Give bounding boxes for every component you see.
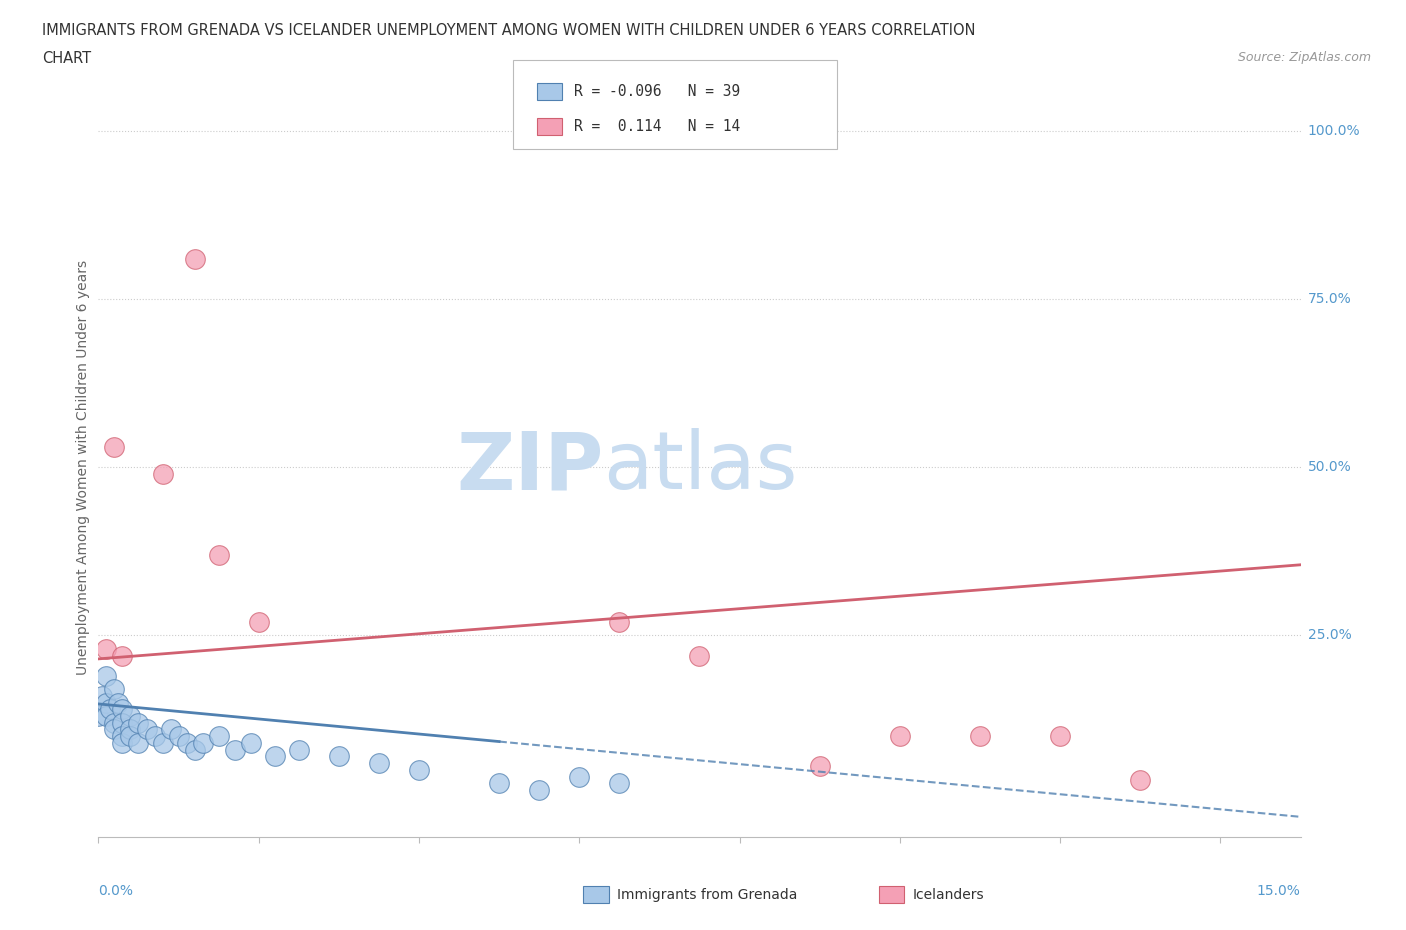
Text: ZIP: ZIP (456, 429, 603, 506)
Point (408, 763, 430, 777)
Point (159, 722, 181, 737)
Text: 25.0%: 25.0% (1308, 629, 1351, 643)
Text: R = -0.096   N = 39: R = -0.096 N = 39 (574, 84, 740, 99)
Point (120, 729, 142, 744)
Point (111, 715, 134, 730)
Point (135, 722, 157, 737)
Text: Source: ZipAtlas.com: Source: ZipAtlas.com (1237, 51, 1371, 64)
Point (208, 729, 231, 744)
Point (143, 729, 166, 744)
Point (969, 729, 991, 744)
Point (688, 648, 710, 663)
Point (152, 467, 174, 482)
Point (889, 729, 911, 744)
Text: 0.0%: 0.0% (98, 884, 134, 898)
Point (1129, 773, 1152, 788)
Point (191, 736, 214, 751)
Point (247, 615, 270, 630)
Text: Immigrants from Grenada: Immigrants from Grenada (617, 887, 797, 902)
Point (87, 709, 110, 724)
Point (96, 709, 118, 724)
Point (103, 440, 125, 455)
Point (568, 769, 591, 784)
Point (103, 715, 125, 730)
Point (128, 736, 150, 751)
Point (167, 729, 190, 744)
Y-axis label: Unemployment Among Women with Children Under 6 years: Unemployment Among Women with Children U… (76, 259, 90, 675)
Point (1049, 729, 1071, 744)
Text: R =  0.114   N = 14: R = 0.114 N = 14 (574, 119, 740, 134)
Text: IMMIGRANTS FROM GRENADA VS ICELANDER UNEMPLOYMENT AMONG WOMEN WITH CHILDREN UNDE: IMMIGRANTS FROM GRENADA VS ICELANDER UNE… (42, 23, 976, 38)
Point (328, 749, 350, 764)
Point (96, 695, 118, 710)
Point (288, 742, 311, 757)
Point (208, 547, 231, 562)
Point (176, 736, 198, 751)
Text: 75.0%: 75.0% (1308, 292, 1351, 306)
Point (96, 669, 118, 684)
Point (183, 742, 205, 757)
Point (239, 736, 262, 751)
Point (609, 615, 631, 630)
Point (100, 702, 122, 717)
Point (488, 776, 510, 790)
Point (152, 736, 174, 751)
Point (91, 688, 114, 703)
Point (529, 782, 551, 797)
Point (103, 722, 125, 737)
Point (103, 682, 125, 697)
Point (183, 251, 205, 266)
Point (808, 759, 831, 774)
Text: Icelanders: Icelanders (912, 887, 984, 902)
Text: CHART: CHART (42, 51, 91, 66)
Point (96, 642, 118, 657)
Point (263, 749, 285, 764)
Point (224, 742, 246, 757)
Point (120, 722, 142, 737)
Text: 15.0%: 15.0% (1257, 884, 1301, 898)
Point (111, 702, 134, 717)
Point (128, 715, 150, 730)
Point (609, 776, 631, 790)
Point (111, 736, 134, 751)
Point (107, 695, 129, 710)
Point (120, 709, 142, 724)
Text: atlas: atlas (603, 429, 797, 506)
Point (111, 648, 134, 663)
Text: 100.0%: 100.0% (1308, 125, 1360, 139)
Point (111, 729, 134, 744)
Point (368, 755, 391, 770)
Text: 50.0%: 50.0% (1308, 460, 1351, 474)
